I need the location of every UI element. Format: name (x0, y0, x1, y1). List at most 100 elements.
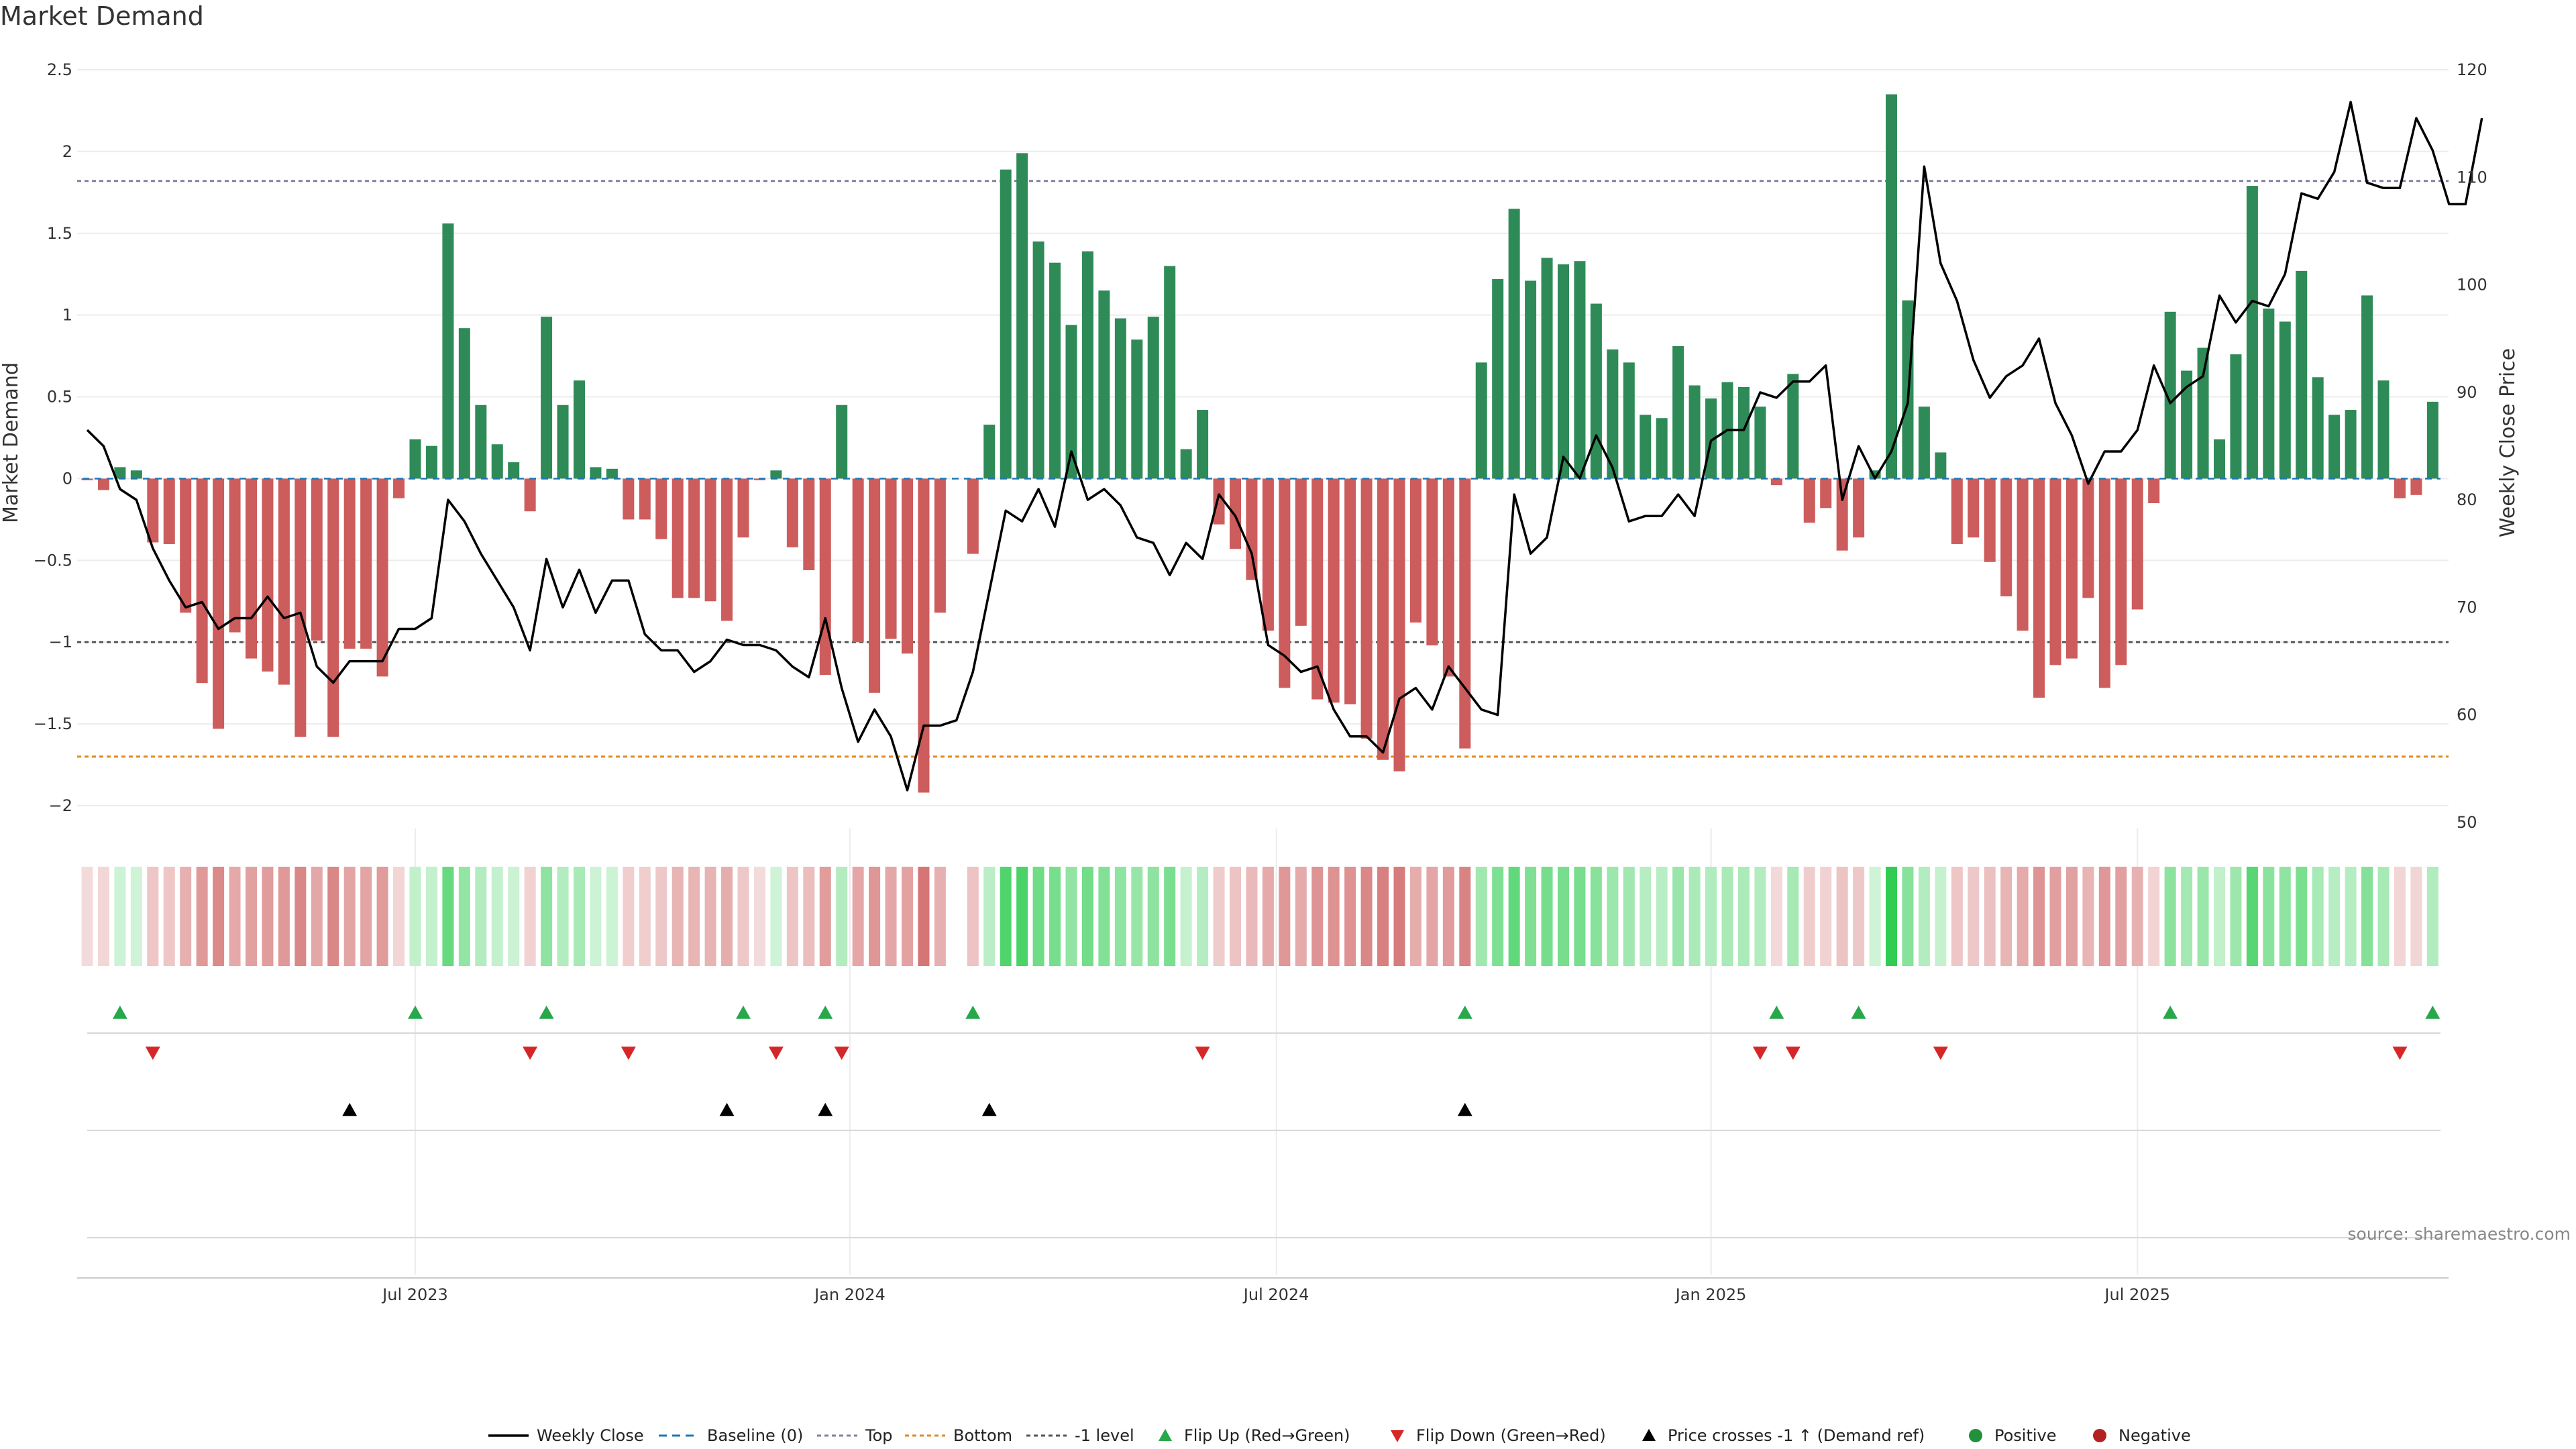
heat-band-tile (1311, 867, 1324, 966)
negative-demand-bar (2098, 478, 2110, 688)
positive-demand-bar (590, 467, 602, 479)
positive-demand-bar (1737, 386, 1750, 479)
y-tick-label: −0.5 (34, 551, 72, 570)
heat-band-tile (1081, 867, 1093, 966)
heat-band-tile (2033, 867, 2045, 966)
flip-down-marker (523, 1046, 538, 1060)
heat-band-tile (360, 867, 372, 966)
positive-demand-bar (1558, 264, 1569, 479)
heat-band-tile (1836, 867, 1848, 966)
heat-band-tile (196, 867, 208, 966)
y-axis-title: Market Demand (0, 362, 23, 523)
heat-band-tile (2312, 867, 2324, 966)
heat-band-tile (2426, 867, 2438, 966)
heat-band-tile (393, 867, 405, 966)
positive-demand-bar (1754, 407, 1766, 479)
negative-demand-bar (1344, 478, 1356, 704)
heat-band-tile (1558, 867, 1569, 966)
negative-demand-bar (294, 478, 307, 737)
price-line-layer (86, 101, 2483, 792)
heat-band-tile (1065, 867, 1077, 966)
negative-demand-bar (2115, 478, 2127, 665)
heat-band-tile (1409, 867, 1421, 966)
y-tick-label: −1 (49, 633, 72, 651)
positive-demand-bar (1492, 279, 1504, 479)
negative-demand-bar (672, 478, 684, 598)
negative-demand-bar (1230, 478, 1241, 549)
negative-demand-bar (376, 478, 388, 677)
heat-band-tile (786, 867, 798, 966)
weekly-close-line (86, 101, 2483, 792)
positive-demand-bar (1147, 317, 1159, 479)
positive-demand-bar (1131, 339, 1143, 479)
negative-demand-bar (655, 478, 667, 539)
legend-label: Weekly Close (537, 1426, 644, 1445)
legend-item-flip-up: Flip Up (Red→Green) (1159, 1426, 1350, 1445)
heat-band-tile (1197, 867, 1209, 966)
positive-demand-bar (1656, 418, 1668, 479)
positive-demand-bar (1935, 452, 1947, 479)
heat-band-tile (2065, 867, 2078, 966)
flip-up-marker (1851, 1006, 1866, 1019)
heat-band-tile (803, 867, 815, 966)
heat-band-tile (1902, 867, 1914, 966)
heat-band-tile (2197, 867, 2209, 966)
negative-demand-bar (1820, 478, 1832, 508)
heat-band-tile (213, 867, 225, 966)
heat-band-tile (672, 867, 684, 966)
positive-demand-bar (2263, 308, 2275, 479)
demand-bars (81, 94, 2440, 793)
negative-demand-bar (1213, 478, 1225, 525)
heat-band-tile (688, 867, 700, 966)
negative-demand-bar (343, 478, 356, 649)
page-title: Market Demand (0, 1, 204, 31)
heat-band-tile (918, 867, 930, 966)
negative-demand-bar (278, 478, 290, 685)
negative-demand-bar (2000, 478, 2012, 596)
legend-swatch (1159, 1429, 1172, 1441)
negative-demand-bar (327, 478, 339, 737)
legend-item-minus1: -1 level (1026, 1426, 1134, 1445)
legend-swatch (1969, 1429, 1982, 1442)
heat-band-tile (2296, 867, 2308, 966)
positive-demand-bar (409, 439, 421, 479)
negative-demand-bar (704, 478, 716, 602)
heat-band-tile (2345, 867, 2357, 966)
negative-demand-bar (1770, 478, 1782, 486)
negative-demand-bar (918, 478, 930, 793)
heat-band-tile (869, 867, 881, 966)
flip-up-marker (408, 1006, 423, 1019)
legend-label: Top (865, 1426, 893, 1445)
y-tick-label: 1.5 (47, 224, 72, 243)
heat-band-tile (2000, 867, 2012, 966)
negative-demand-bar (2410, 478, 2422, 495)
positive-demand-bar (1098, 290, 1110, 479)
heat-band-tile (2098, 867, 2110, 966)
positive-demand-bar (1607, 349, 1619, 479)
flip-down-marker (1752, 1046, 1768, 1060)
flip-up-marker (2163, 1006, 2178, 1019)
positive-demand-bar (2197, 347, 2209, 479)
heat-band-tile (1705, 867, 1717, 966)
positive-demand-bar (1197, 410, 1209, 479)
heat-band-tile (1393, 867, 1405, 966)
y2-tick-label: 50 (2457, 813, 2477, 832)
heat-band-tile (458, 867, 470, 966)
heat-band-tile (1853, 867, 1865, 966)
negative-demand-bar (2148, 478, 2160, 504)
demand-heat-band (81, 867, 2438, 966)
positive-demand-bar (2230, 354, 2242, 479)
heat-band-tile (1164, 867, 1176, 966)
heat-band-tile (574, 867, 585, 966)
heat-band-tile (2263, 867, 2275, 966)
positive-demand-bar (2296, 270, 2308, 479)
heat-band-tile (1016, 867, 1028, 966)
heat-band-tile (2115, 867, 2127, 966)
heat-band-tile (1000, 867, 1012, 966)
heat-band-tile (1590, 867, 1602, 966)
heat-band-tile (409, 867, 421, 966)
heat-band-tile (1820, 867, 1832, 966)
heat-band-tile (1049, 867, 1061, 966)
heat-band-tile (311, 867, 323, 966)
flip-up-marker (112, 1006, 127, 1019)
